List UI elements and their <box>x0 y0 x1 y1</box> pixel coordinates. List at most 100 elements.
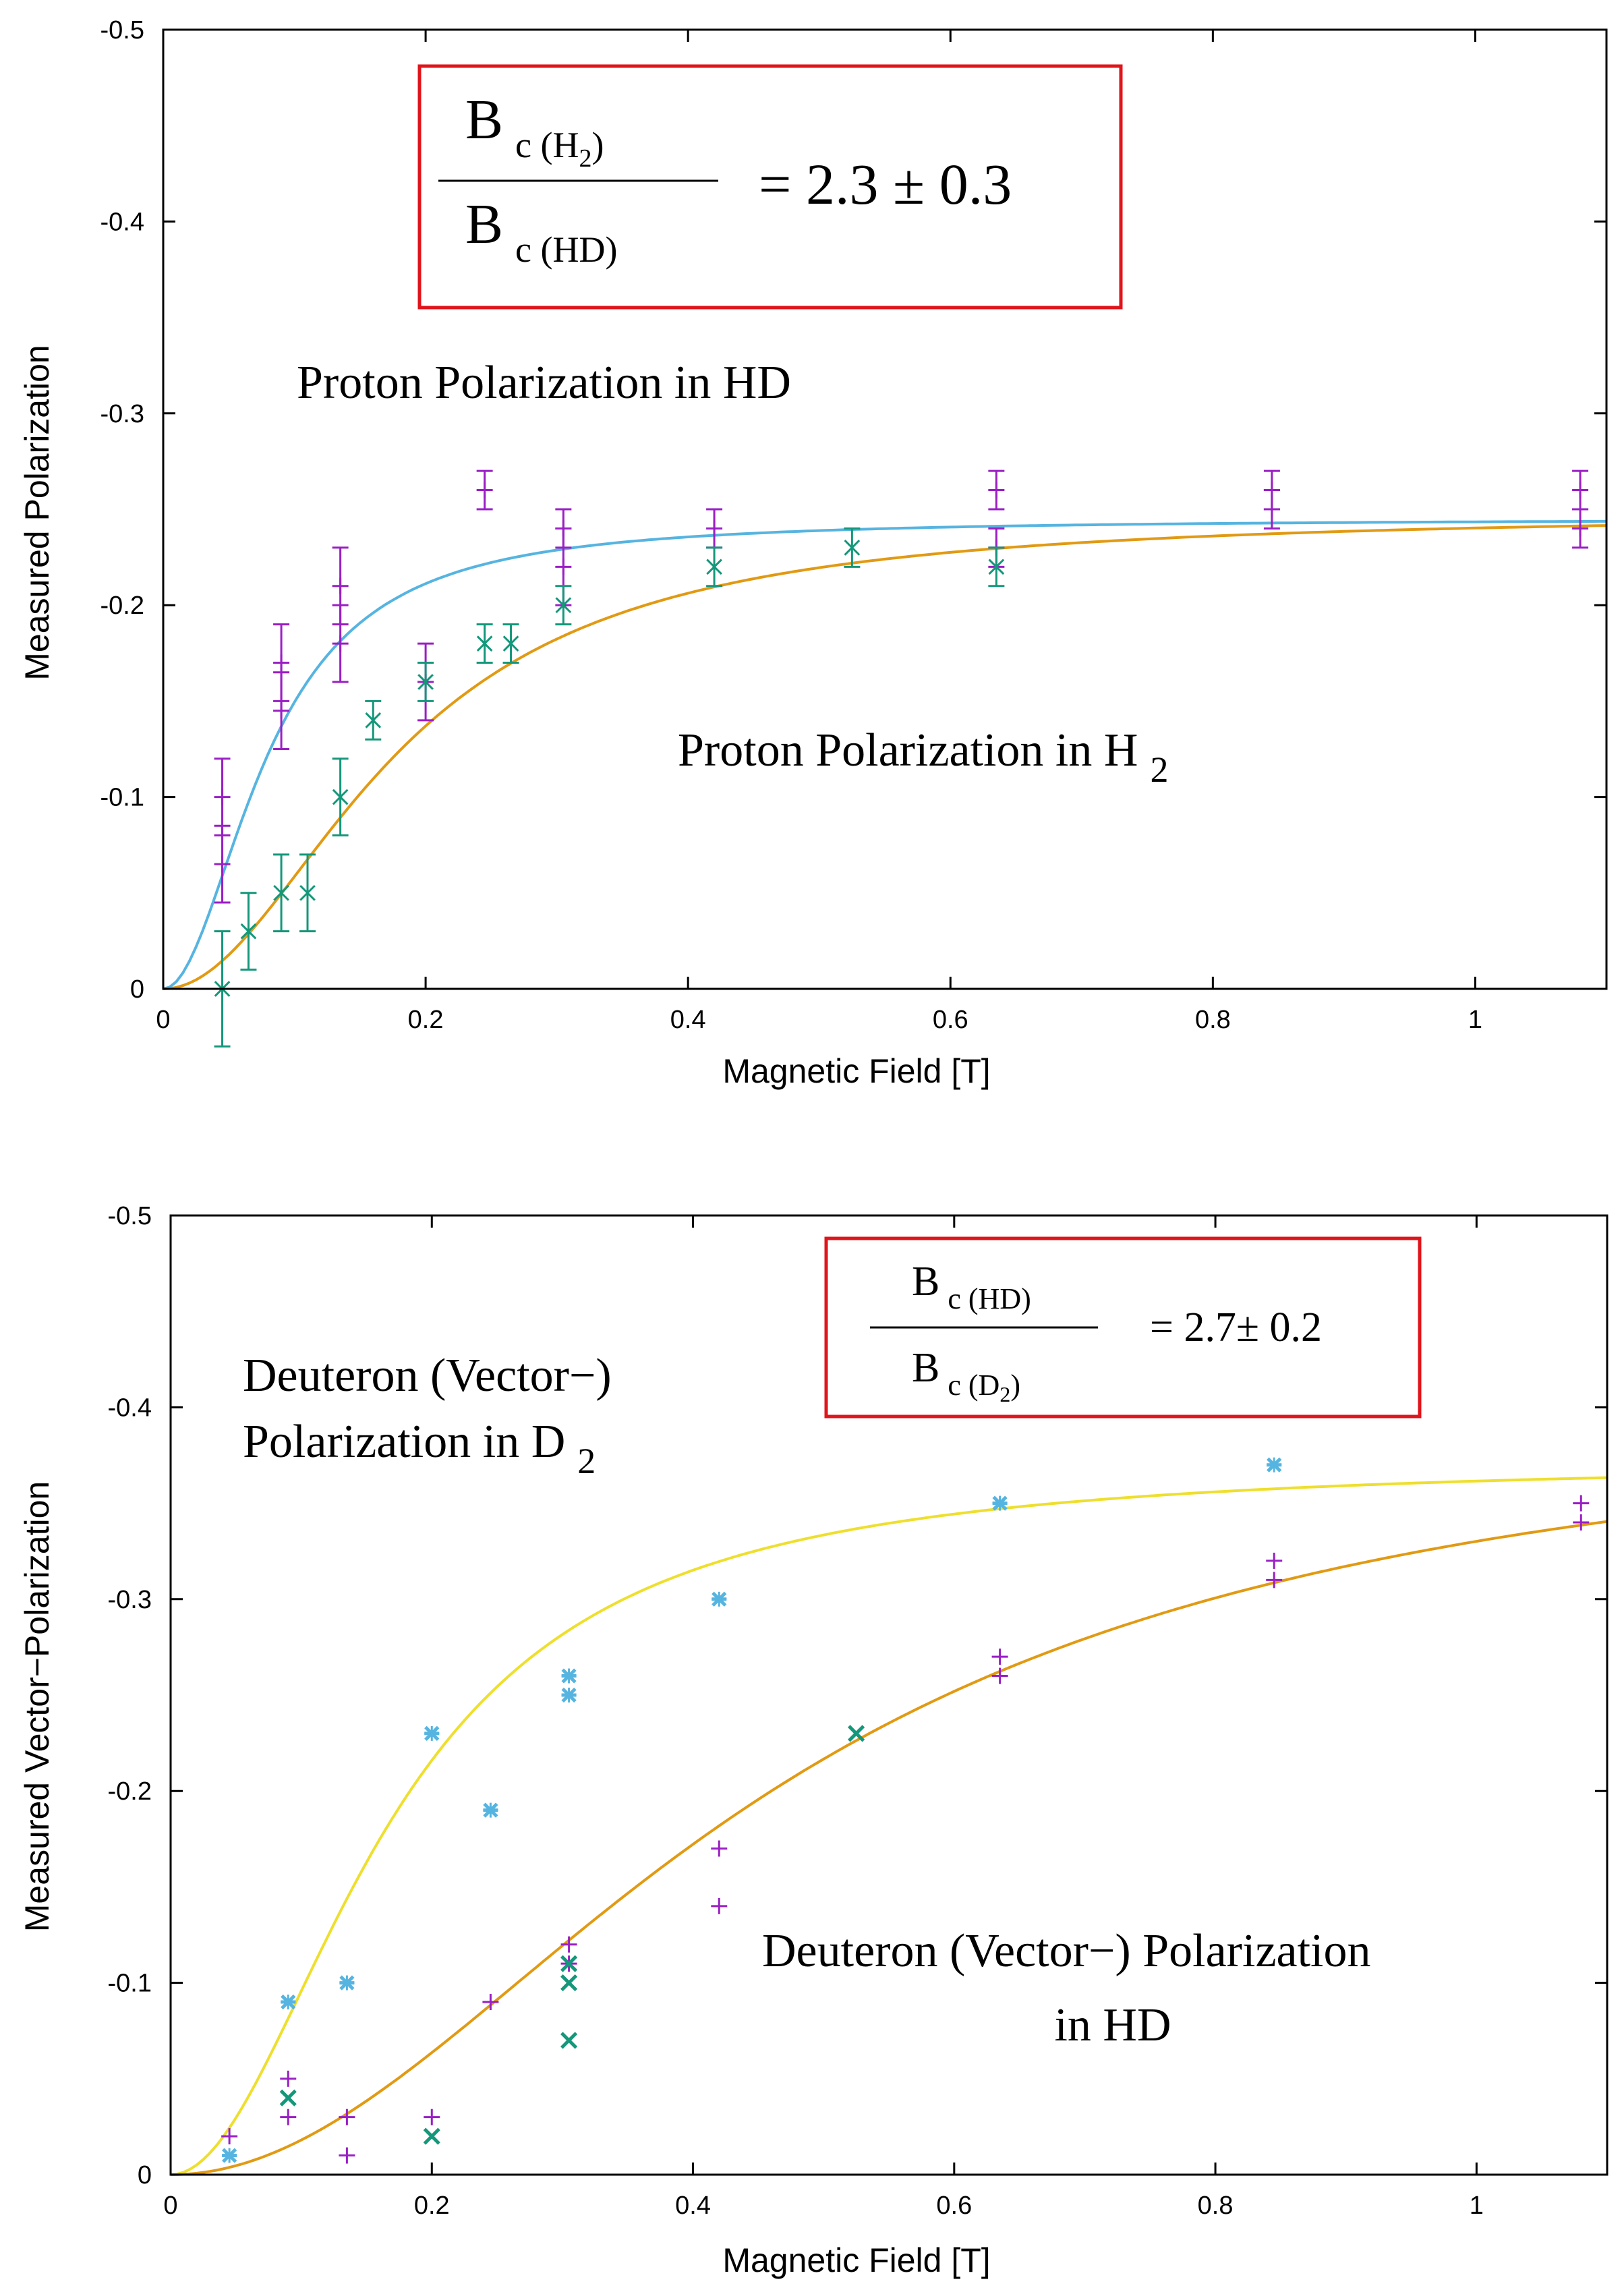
hd_points-marker <box>476 482 493 498</box>
top-axis-ticks: 0 0.2 0.4 0.6 0.8 1 0 -0.1 -0.2 -0.3 -0.4 -0.5 <box>100 16 1606 1034</box>
marker-stroke <box>332 789 349 805</box>
marker-stroke <box>560 1955 578 1972</box>
top-label-hd: Proton Polarization in HD <box>297 357 791 409</box>
hd_purple_points-marker <box>1266 1552 1283 1569</box>
bottom-label-d2-sub: 2 <box>577 1441 596 1481</box>
bottom-plot-frame <box>169 1214 1608 2176</box>
hd_purple_points-marker <box>1573 1495 1590 1512</box>
h2_points-marker <box>365 712 382 728</box>
h2_points-marker <box>332 789 349 805</box>
top-y-axis-title: Measured Polarization <box>18 345 56 681</box>
hd_purple_points-marker <box>560 1936 577 1953</box>
top-panel: 0 0.2 0.4 0.6 0.8 1 0 -0.1 -0.2 -0.3 -0.4 -0.5 Magn… <box>18 16 1608 1090</box>
h2_points-marker <box>988 559 1005 575</box>
x-tick-label: 1 <box>1470 2192 1484 2220</box>
h2_points-marker <box>476 635 493 652</box>
bottom-ratio-num-main: B <box>912 1259 939 1305</box>
marker-stroke <box>844 540 861 556</box>
marker-stroke <box>423 2127 440 2145</box>
hd_purple_points-marker <box>1573 1514 1590 1531</box>
hd_purple_points-marker <box>424 2109 440 2125</box>
hd_points-marker <box>214 789 231 805</box>
hd_green_points-marker <box>279 2089 297 2107</box>
x-tick-label: 0.2 <box>414 2192 450 2220</box>
x-tick-label: 1 <box>1468 1006 1482 1034</box>
hd_points-marker <box>332 577 349 594</box>
d2_points-marker <box>561 1687 577 1703</box>
d2_fit-curve <box>170 1476 1608 2176</box>
hd_points-marker <box>1572 520 1589 537</box>
bottom-ratio-den-main: B <box>912 1345 939 1391</box>
d2_points-marker <box>339 1975 355 1991</box>
hd_fit-curve <box>163 519 1606 990</box>
marker-stroke <box>560 1974 578 1992</box>
hd_points-marker <box>1263 501 1280 517</box>
top-ratio-num-main: B <box>465 88 503 151</box>
hd_points-marker <box>988 482 1005 498</box>
hd_points-marker <box>214 856 231 873</box>
hd_purple_points-marker <box>280 2070 297 2087</box>
y-tick-label: -0.4 <box>100 208 144 236</box>
bottom-label-d2-line1: Deuteron (Vector−) <box>243 1350 612 1402</box>
marker-stroke <box>240 923 257 940</box>
bottom-fits <box>170 1476 1608 2176</box>
h2_points-marker <box>417 674 434 690</box>
hd_green_points-marker <box>560 2032 578 2049</box>
marker-stroke <box>555 597 572 614</box>
hd_purple_points-marker <box>339 2109 355 2125</box>
h2_points-marker <box>555 597 572 614</box>
d2_points-marker <box>281 1994 296 2010</box>
h2_points-marker <box>299 884 316 901</box>
h2_points-marker <box>240 923 257 940</box>
bottom-label-hd-line1: Deuteron (Vector−) Polarization <box>762 1925 1370 1977</box>
x-tick-label: 0.8 <box>1198 2192 1234 2220</box>
bottom-ratio-den-close: ) <box>1010 1369 1020 1402</box>
hd_points-marker <box>332 635 349 652</box>
x-tick-label: 0.4 <box>670 1006 706 1034</box>
bottom-label-d2-main: Polarization in D <box>243 1416 565 1468</box>
hd_points-marker <box>1572 482 1589 498</box>
hd_purple_points-marker <box>1266 1572 1283 1588</box>
d2_points-marker <box>992 1495 1008 1511</box>
bottom-ratio-box-border <box>824 1236 1422 1419</box>
top-plot-frame <box>162 28 1608 990</box>
top-x-axis-title: Magnetic Field [T] <box>722 1052 990 1090</box>
hd_purple_points-marker <box>482 1994 499 2011</box>
h2_points-marker <box>844 540 861 556</box>
marker-stroke <box>560 2032 578 2049</box>
bottom-ratio-den-subsub: 2 <box>999 1382 1010 1406</box>
hd_purple_points-marker <box>280 2109 297 2125</box>
marker-stroke <box>273 884 289 901</box>
top-ratio-box-border <box>417 64 1123 310</box>
marker-stroke <box>365 712 382 728</box>
hd_purple_points-marker <box>991 1649 1008 1665</box>
bottom-axis-ticks: 0 0.2 0.4 0.6 0.8 1 0 -0.1 -0.2 -0.3 -0.4 -0.5 <box>108 1202 1607 2220</box>
marker-stroke <box>988 559 1005 575</box>
x-tick-label: 0.6 <box>936 2192 972 2220</box>
marker-stroke <box>279 2089 297 2107</box>
top-label-h2: Proton Polarization in H 2 <box>678 724 1168 790</box>
top-ratio-value: = 2.3 ± 0.3 <box>759 152 1012 217</box>
hd_points-marker <box>706 520 723 537</box>
d2_points-marker <box>424 1725 440 1741</box>
y-tick-label: -0.5 <box>108 1202 152 1230</box>
marker-stroke <box>417 674 434 690</box>
y-tick-label: 0 <box>130 975 144 1004</box>
hd_purple_points-marker <box>991 1667 1008 1684</box>
x-tick-label: 0.2 <box>408 1006 444 1034</box>
top-ratio-num-sub: c (H <box>515 125 579 165</box>
hd_points-marker <box>273 654 290 671</box>
top-points <box>214 469 1589 1048</box>
x-tick-label: 0 <box>156 1006 170 1034</box>
top-fits <box>163 519 1607 990</box>
y-tick-label: -0.1 <box>108 1970 152 1998</box>
bottom-label-hd-line2: in HD <box>1054 1999 1171 2051</box>
top-label-h2-sub: 2 <box>1150 749 1168 790</box>
y-tick-label: 0 <box>138 2161 152 2189</box>
top-ratio-num-subsub: 2 <box>579 144 591 173</box>
